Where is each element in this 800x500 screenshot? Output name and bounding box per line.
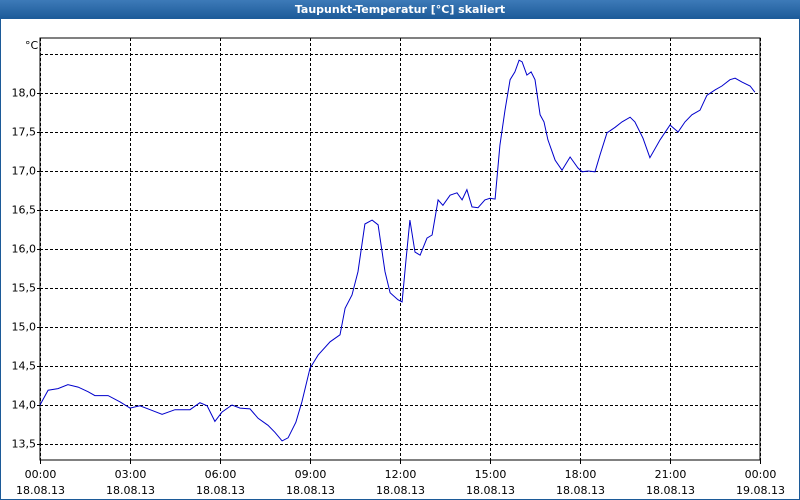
x-tick-label: 03:00 xyxy=(115,468,147,481)
x-tick-label: 18:00 xyxy=(565,468,597,481)
y-tick-label: 17,5 xyxy=(12,126,37,139)
y-tick-label: 15,0 xyxy=(12,321,37,334)
x-tick-label: 12:00 xyxy=(385,468,417,481)
y-tick-label: 18,0 xyxy=(12,87,37,100)
y-tick-label: 13,5 xyxy=(12,438,37,451)
x-tick-label: 00:00 xyxy=(745,468,777,481)
x-tick-date: 18.08.13 xyxy=(106,484,155,497)
x-tick-date: 18.08.13 xyxy=(556,484,605,497)
x-tick-label: 15:00 xyxy=(475,468,507,481)
x-tick-date: 18.08.13 xyxy=(286,484,335,497)
x-tick-date: 18.08.13 xyxy=(646,484,695,497)
x-tick-date: 18.08.13 xyxy=(196,484,245,497)
y-tick-label: 14,0 xyxy=(12,399,37,412)
y-tick-label: 16,0 xyxy=(12,243,37,256)
x-tick-label: 09:00 xyxy=(295,468,327,481)
x-tick-date: 18.08.13 xyxy=(466,484,515,497)
y-tick-label: 14,5 xyxy=(12,360,37,373)
y-unit: °C xyxy=(25,39,39,52)
title-bar xyxy=(0,0,800,19)
y-tick-label: 16,5 xyxy=(12,204,37,217)
x-tick-date: 18.08.13 xyxy=(376,484,425,497)
x-tick-date: 18.08.13 xyxy=(16,484,65,497)
data-line xyxy=(39,59,756,442)
x-tick-label: 06:00 xyxy=(205,468,237,481)
x-tick-label: 21:00 xyxy=(655,468,687,481)
x-tick-label: 00:00 xyxy=(25,468,57,481)
x-tick-date: 19.08.13 xyxy=(736,484,785,497)
y-tick-label: 15,5 xyxy=(12,282,37,295)
chart-title: Taupunkt-Temperatur [°C] skaliert xyxy=(295,3,505,16)
y-tick-label: 17,0 xyxy=(12,165,37,178)
